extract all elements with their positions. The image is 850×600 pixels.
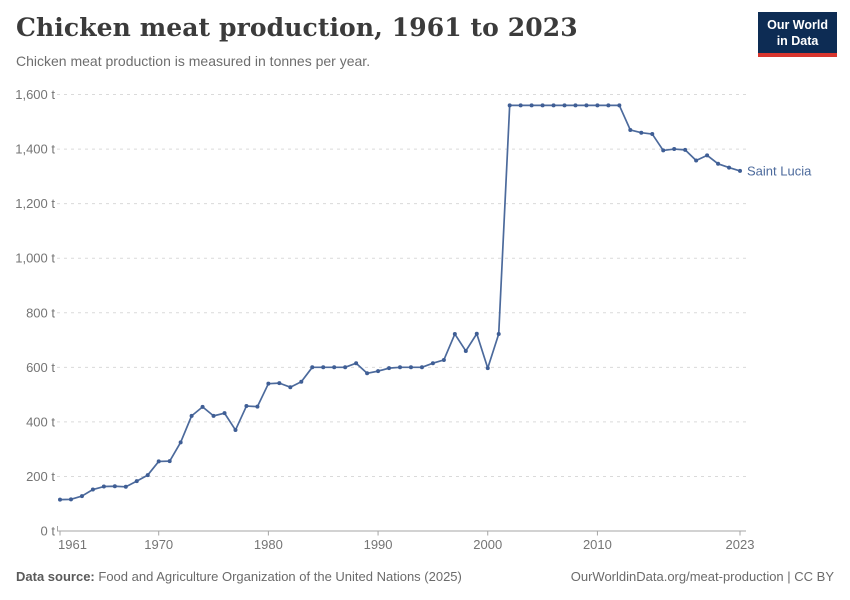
data-point bbox=[200, 404, 205, 409]
data-point bbox=[683, 147, 688, 152]
data-point bbox=[584, 103, 589, 108]
data-point bbox=[156, 459, 161, 464]
data-point bbox=[90, 487, 95, 492]
x-axis-tick-label: 1990 bbox=[364, 537, 393, 552]
data-point bbox=[277, 381, 282, 386]
data-point bbox=[551, 103, 556, 108]
data-point bbox=[694, 158, 699, 163]
y-axis-tick-label: 600 t bbox=[26, 360, 55, 375]
page-title: Chicken meat production, 1961 to 2023 bbox=[16, 13, 578, 42]
data-point bbox=[343, 365, 348, 370]
data-point bbox=[672, 147, 677, 152]
datasource-text: Food and Agriculture Organization of the… bbox=[98, 569, 462, 584]
data-point bbox=[617, 103, 622, 108]
data-point bbox=[332, 365, 337, 370]
data-point bbox=[529, 103, 534, 108]
owid-logo[interactable]: Our World in Data bbox=[758, 12, 837, 57]
data-point bbox=[452, 332, 457, 337]
y-axis-tick-label: 1,600 t bbox=[15, 87, 55, 102]
data-point bbox=[189, 413, 194, 418]
data-point bbox=[595, 103, 600, 108]
x-axis-tick-label: 2010 bbox=[583, 537, 612, 552]
x-axis-tick-label: 2023 bbox=[726, 537, 755, 552]
data-series[interactable] bbox=[58, 103, 742, 502]
data-point bbox=[145, 473, 150, 478]
data-point bbox=[507, 103, 512, 108]
data-point bbox=[639, 130, 644, 135]
data-point bbox=[562, 103, 567, 108]
data-point bbox=[738, 168, 742, 173]
data-point bbox=[365, 371, 370, 376]
y-axis-tick-label: 0 t bbox=[41, 524, 56, 539]
data-point bbox=[727, 165, 732, 170]
footer: Data source: Food and Agriculture Organi… bbox=[16, 569, 834, 584]
data-point bbox=[496, 332, 501, 337]
data-point bbox=[419, 365, 424, 370]
data-point bbox=[716, 161, 721, 166]
data-point bbox=[167, 459, 172, 464]
data-point bbox=[112, 484, 117, 489]
y-axis-labels: 0 t 200 t 400 t 600 t 800 t 1,000 t 1,200 t 1,4… bbox=[15, 87, 55, 539]
y-axis-tick-label: 800 t bbox=[26, 305, 55, 320]
owid-logo-line2: in Data bbox=[776, 34, 819, 49]
x-axis-tick-label: 1970 bbox=[144, 537, 173, 552]
data-point bbox=[68, 497, 73, 502]
data-point bbox=[485, 366, 490, 371]
data-point bbox=[266, 381, 271, 386]
data-point bbox=[661, 148, 666, 153]
data-point bbox=[387, 366, 392, 371]
y-axis-tick-label: 1,200 t bbox=[15, 196, 55, 211]
y-axis-tick-label: 1,000 t bbox=[15, 251, 55, 266]
owid-logo-line1: Our World bbox=[767, 18, 828, 32]
data-point bbox=[705, 153, 710, 158]
data-point bbox=[518, 103, 523, 108]
data-point bbox=[123, 484, 128, 489]
data-point bbox=[430, 361, 435, 366]
data-point bbox=[398, 365, 402, 370]
data-point bbox=[222, 411, 227, 416]
data-point bbox=[244, 404, 249, 409]
x-axis-tick-label: 1980 bbox=[254, 537, 283, 552]
x-axis bbox=[57, 526, 746, 536]
data-point bbox=[408, 365, 413, 370]
data-point bbox=[178, 440, 183, 445]
footer-credit[interactable]: OurWorldinData.org/meat-production | CC … bbox=[570, 569, 834, 584]
data-point bbox=[288, 385, 293, 390]
data-point bbox=[211, 413, 216, 418]
data-point bbox=[299, 379, 304, 384]
data-point bbox=[628, 127, 633, 132]
data-line bbox=[59, 104, 741, 501]
y-axis-tick-label: 400 t bbox=[26, 414, 55, 429]
data-point bbox=[540, 103, 545, 108]
data-point bbox=[354, 361, 359, 366]
data-point bbox=[650, 132, 655, 137]
y-axis-tick-label: 200 t bbox=[26, 469, 55, 484]
data-point bbox=[101, 484, 106, 489]
x-axis-tick-label: 1961 bbox=[58, 537, 87, 552]
x-axis-tick-label: 2000 bbox=[473, 537, 502, 552]
data-point bbox=[233, 428, 238, 433]
data-point bbox=[376, 369, 381, 374]
data-point bbox=[310, 365, 315, 370]
data-point bbox=[463, 348, 468, 353]
data-point bbox=[606, 103, 611, 108]
data-point bbox=[255, 404, 260, 409]
data-point bbox=[573, 103, 578, 108]
gridlines bbox=[57, 94, 746, 477]
series-label-saint-lucia[interactable]: Saint Lucia bbox=[747, 163, 812, 178]
data-point bbox=[441, 357, 446, 362]
data-point bbox=[134, 479, 139, 484]
page-subtitle: Chicken meat production is measured in t… bbox=[16, 53, 371, 69]
datasource-label: Data source: bbox=[16, 569, 95, 584]
footer-datasource: Data source: Food and Agriculture Organi… bbox=[16, 569, 462, 584]
y-axis-tick-label: 1,400 t bbox=[15, 142, 55, 157]
data-point bbox=[474, 331, 479, 336]
data-point bbox=[321, 365, 326, 370]
x-axis-labels: 1961 1970 1980 1990 2000 2010 2023 bbox=[58, 537, 754, 552]
data-point bbox=[79, 494, 84, 499]
data-point bbox=[58, 497, 62, 502]
